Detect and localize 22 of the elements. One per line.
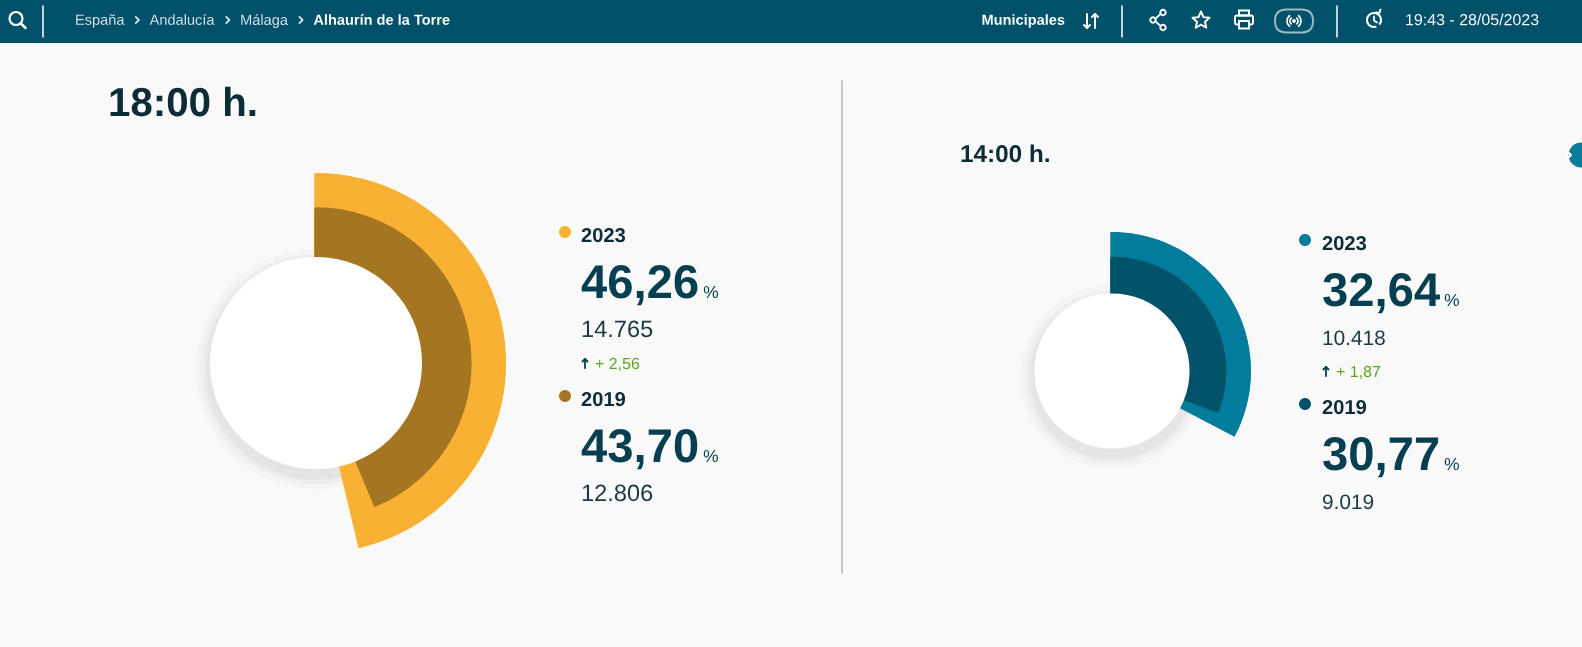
data-label: 43,70% (581, 429, 718, 470)
text: + 2,56 (595, 357, 640, 372)
category-label: 2023 (1322, 235, 1367, 251)
text: 14.765 (582, 320, 653, 338)
text: 19:43 - 28/05/2023 (1406, 13, 1539, 26)
text: Municipales (982, 14, 1065, 28)
text: 10.418 (1323, 330, 1385, 346)
text: 12.806 (582, 484, 653, 502)
category-label: 2019 (1322, 399, 1367, 415)
data-label: 32,64% (1323, 273, 1459, 314)
text: 14:00 h. (961, 144, 1049, 163)
text: Andalucía (149, 14, 215, 25)
text: + 1,87 (1336, 365, 1381, 380)
text: Alhaurín de la Torre (313, 14, 450, 25)
data-label: 30,77% (1323, 437, 1459, 478)
text: Málaga (241, 14, 288, 28)
data-label: 46,26% (581, 265, 719, 306)
category-label: 2023 (581, 227, 626, 243)
text: 9.019 (1322, 494, 1374, 510)
text: 18:00 h. (110, 86, 256, 117)
category-label: 2019 (581, 391, 626, 407)
text: España (76, 14, 125, 28)
